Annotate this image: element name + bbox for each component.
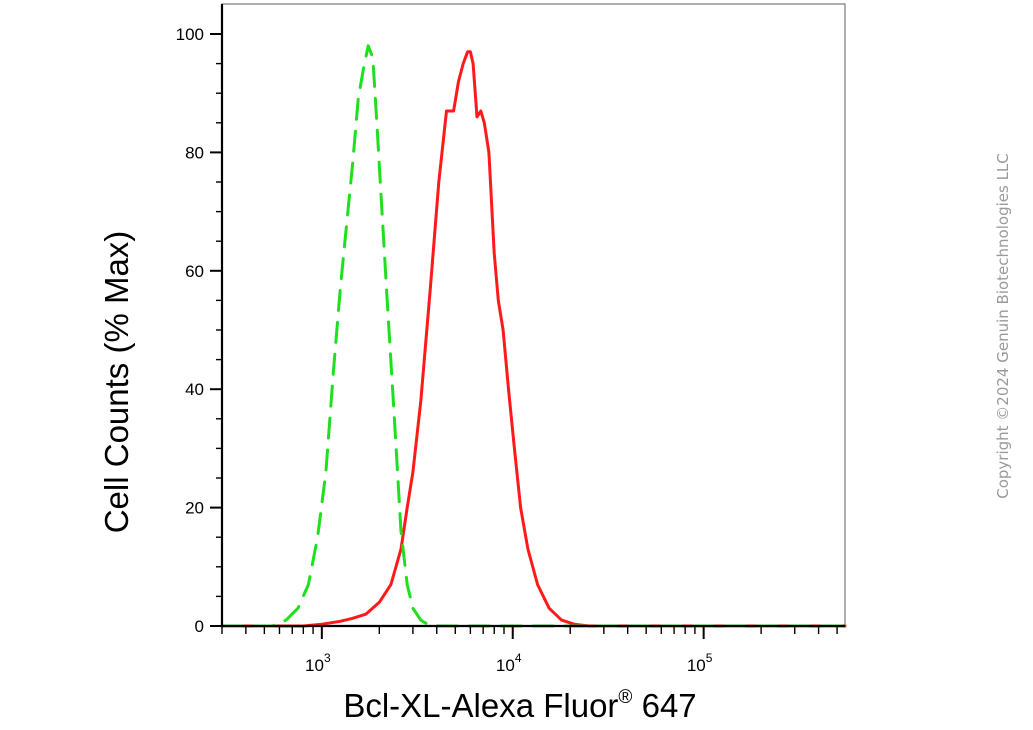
series-layer [220, 44, 847, 628]
plot-frame [221, 3, 846, 627]
x-tick-label: 105 [687, 651, 713, 675]
x-axis-title-registered: ® [618, 687, 632, 708]
x-tick-labels: 103 104 105 [305, 651, 713, 675]
x-axis-title: Bcl-XL-Alexa Fluor® 647 [343, 687, 696, 724]
y-tick-label: 60 [185, 262, 204, 281]
stained-histogram-line [220, 50, 847, 628]
y-tick-label: 100 [176, 25, 204, 44]
y-tick-label: 20 [185, 499, 204, 518]
x-tick-label: 104 [496, 651, 522, 675]
x-tick-label: 103 [305, 651, 331, 675]
axis-layer [210, 4, 845, 639]
x-axis-title-tail: 647 [632, 687, 696, 724]
y-tick-label: 0 [195, 617, 204, 636]
y-tick-labels: 0 20 40 60 80 100 [176, 25, 204, 636]
y-tick-label: 80 [185, 143, 204, 162]
y-tick-label: 40 [185, 380, 204, 399]
copyright-watermark: Copyright ©2024 Genuin Biotechnologies L… [994, 153, 1012, 499]
x-axis-title-main: Bcl-XL-Alexa Fluor [343, 687, 618, 724]
control-histogram-line [220, 44, 847, 628]
y-axis-title: Cell Counts (% Max) [98, 231, 135, 534]
